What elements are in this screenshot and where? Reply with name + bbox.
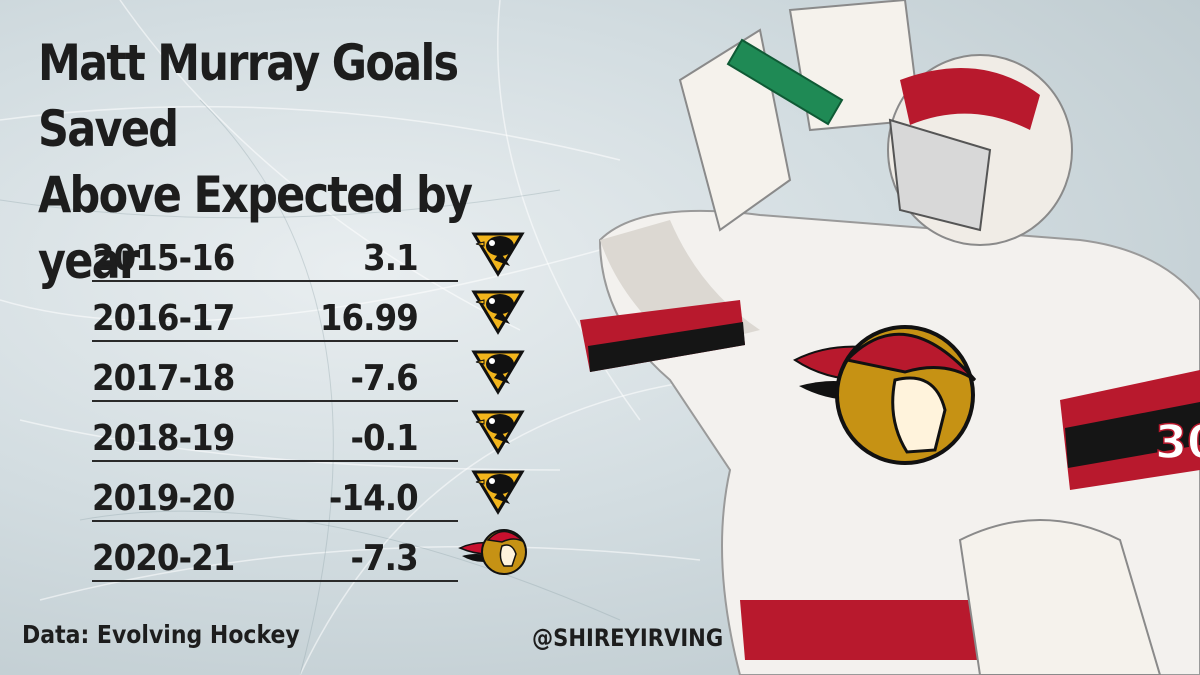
row-divider <box>92 400 458 402</box>
table-row: 2017-18 -7.6 <box>92 342 458 402</box>
jersey-crest <box>793 325 977 465</box>
title-line-1: Matt Murray Goals Saved <box>38 34 459 158</box>
page-title: Matt Murray Goals Saved Above Expected b… <box>38 30 571 294</box>
season-label: 2015-16 <box>92 238 235 279</box>
row-divider <box>92 340 458 342</box>
goalie-photo: 30 <box>580 0 1200 675</box>
gsax-value: 3.1 <box>363 238 419 279</box>
penguins-logo-icon <box>471 350 525 395</box>
season-label: 2019-20 <box>92 478 235 519</box>
penguins-logo-icon <box>471 470 525 515</box>
table-row: 2016-17 16.99 <box>92 282 458 342</box>
data-source: Data: Evolving Hockey <box>22 620 300 649</box>
gsax-value: -7.6 <box>350 358 419 399</box>
gsax-value: 16.99 <box>320 298 419 339</box>
penguins-logo-icon <box>471 232 525 277</box>
row-divider <box>92 580 458 582</box>
gsax-value: -14.0 <box>329 478 419 519</box>
table-row: 2018-19 -0.1 <box>92 402 458 462</box>
table-row: 2020-21 -7.3 <box>92 522 458 582</box>
season-label: 2017-18 <box>92 358 235 399</box>
jersey-number: 30 <box>1155 415 1200 469</box>
row-divider <box>92 280 458 282</box>
season-label: 2018-19 <box>92 418 235 459</box>
senators-logo-icon <box>458 529 527 575</box>
table-row: 2019-20 -14.0 <box>92 462 458 522</box>
season-label: 2020-21 <box>92 538 235 579</box>
author-handle: @SHIREYIRVING <box>532 624 724 652</box>
table-row: 2015-16 3.1 <box>92 222 458 282</box>
row-divider <box>92 460 458 462</box>
penguins-logo-icon <box>471 410 525 455</box>
title-line-2: Above Expected by year <box>38 166 473 290</box>
gsax-value: -7.3 <box>350 538 419 579</box>
gsax-value: -0.1 <box>350 418 419 459</box>
season-label: 2016-17 <box>92 298 235 339</box>
row-divider <box>92 520 458 522</box>
penguins-logo-icon <box>471 290 525 335</box>
stats-table: 2015-16 3.1 2016-17 16.99 2017-18 -7.6 2… <box>92 222 458 582</box>
